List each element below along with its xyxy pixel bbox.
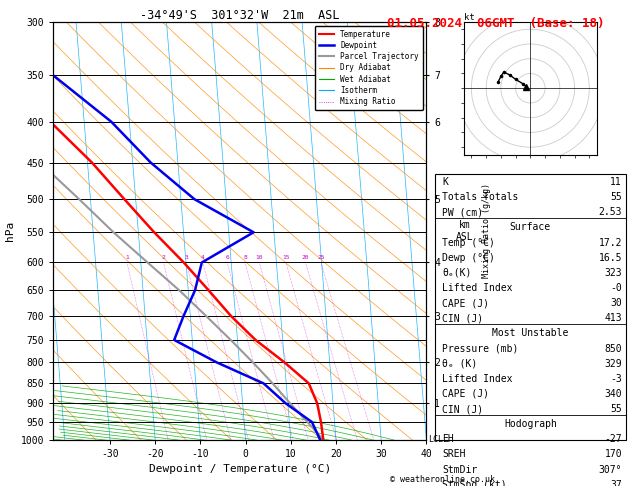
- Text: kt: kt: [464, 13, 475, 22]
- Text: 20: 20: [302, 256, 309, 260]
- Text: 3: 3: [184, 256, 188, 260]
- Text: 37: 37: [610, 480, 622, 486]
- Text: 329: 329: [604, 359, 622, 368]
- Text: Hodograph: Hodograph: [504, 419, 557, 429]
- Text: -27: -27: [604, 434, 622, 444]
- Text: 4: 4: [201, 256, 205, 260]
- Text: Totals Totals: Totals Totals: [442, 192, 519, 202]
- Text: 850: 850: [604, 344, 622, 353]
- Text: StmSpd (kt): StmSpd (kt): [442, 480, 507, 486]
- Text: 17.2: 17.2: [599, 238, 622, 247]
- Text: 15: 15: [282, 256, 290, 260]
- Text: -3: -3: [610, 374, 622, 384]
- Text: Lifted Index: Lifted Index: [442, 374, 513, 384]
- Text: Pressure (mb): Pressure (mb): [442, 344, 519, 353]
- Text: 323: 323: [604, 268, 622, 278]
- Text: -0: -0: [610, 283, 622, 293]
- Legend: Temperature, Dewpoint, Parcel Trajectory, Dry Adiabat, Wet Adiabat, Isotherm, Mi: Temperature, Dewpoint, Parcel Trajectory…: [315, 26, 423, 110]
- Text: 01.05.2024  06GMT  (Base: 18): 01.05.2024 06GMT (Base: 18): [387, 17, 604, 30]
- Text: 170: 170: [604, 450, 622, 459]
- Text: 1: 1: [125, 256, 129, 260]
- Text: 2: 2: [162, 256, 165, 260]
- Text: 11: 11: [610, 177, 622, 187]
- Text: 8: 8: [243, 256, 247, 260]
- Text: 30: 30: [610, 298, 622, 308]
- Text: CAPE (J): CAPE (J): [442, 389, 489, 399]
- Text: Surface: Surface: [509, 223, 551, 232]
- Text: StmDir: StmDir: [442, 465, 478, 474]
- Text: Dewp (°C): Dewp (°C): [442, 253, 496, 263]
- Text: Most Unstable: Most Unstable: [492, 329, 569, 338]
- Text: 55: 55: [610, 404, 622, 414]
- Text: EH: EH: [442, 434, 454, 444]
- Y-axis label: km
ASL: km ASL: [456, 220, 474, 242]
- Text: 16.5: 16.5: [599, 253, 622, 263]
- Text: SREH: SREH: [442, 450, 466, 459]
- Text: 340: 340: [604, 389, 622, 399]
- Title: -34°49'S  301°32'W  21m  ASL: -34°49'S 301°32'W 21m ASL: [140, 9, 340, 22]
- Y-axis label: hPa: hPa: [6, 221, 15, 241]
- Text: Mixing Ratio (g/kg): Mixing Ratio (g/kg): [482, 183, 491, 278]
- X-axis label: Dewpoint / Temperature (°C): Dewpoint / Temperature (°C): [149, 465, 331, 474]
- Text: 413: 413: [604, 313, 622, 323]
- Text: 6: 6: [225, 256, 229, 260]
- Text: θₑ(K): θₑ(K): [442, 268, 472, 278]
- Text: 55: 55: [610, 192, 622, 202]
- Text: Temp (°C): Temp (°C): [442, 238, 496, 247]
- Text: Lifted Index: Lifted Index: [442, 283, 513, 293]
- Text: CIN (J): CIN (J): [442, 404, 484, 414]
- Text: CIN (J): CIN (J): [442, 313, 484, 323]
- Text: 2.53: 2.53: [599, 208, 622, 217]
- Text: θₑ (K): θₑ (K): [442, 359, 478, 368]
- Text: LCL: LCL: [428, 435, 443, 444]
- Text: © weatheronline.co.uk: © weatheronline.co.uk: [390, 474, 495, 484]
- Text: PW (cm): PW (cm): [442, 208, 484, 217]
- Text: 10: 10: [255, 256, 263, 260]
- Text: K: K: [442, 177, 448, 187]
- Text: CAPE (J): CAPE (J): [442, 298, 489, 308]
- Text: 307°: 307°: [599, 465, 622, 474]
- Text: 25: 25: [317, 256, 325, 260]
